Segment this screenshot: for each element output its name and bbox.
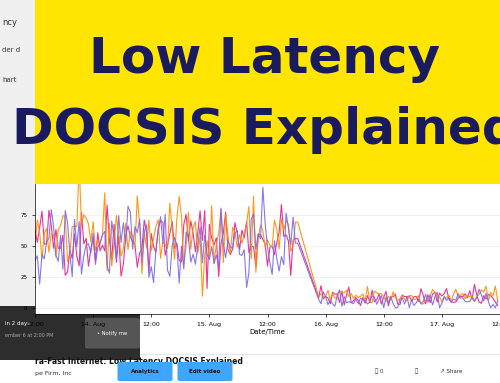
Text: • Notify me: • Notify me [98,331,128,336]
Text: ↗ Share: ↗ Share [440,369,462,374]
FancyBboxPatch shape [118,362,172,381]
FancyBboxPatch shape [178,362,233,381]
Text: Analytics: Analytics [130,369,160,374]
Text: Edit video: Edit video [190,369,220,374]
Text: ncy: ncy [2,18,18,28]
FancyBboxPatch shape [85,318,140,349]
FancyBboxPatch shape [35,0,500,184]
Text: ra-Fast Internet: Low Latency DOCSIS Explained: ra-Fast Internet: Low Latency DOCSIS Exp… [35,357,243,367]
Text: Low Latency: Low Latency [90,35,440,83]
X-axis label: Date/Time: Date/Time [250,329,286,336]
Text: ember 6 at 2:00 PM: ember 6 at 2:00 PM [5,332,54,338]
Text: hart: hart [2,77,17,83]
FancyBboxPatch shape [0,306,140,360]
Text: pe Firm, Inc: pe Firm, Inc [35,371,72,376]
Text: der d: der d [2,47,21,53]
Text: in 2 days: in 2 days [5,321,30,326]
FancyBboxPatch shape [0,306,500,383]
Text: DOCSIS Explained: DOCSIS Explained [12,106,500,154]
Text: 👎: 👎 [415,369,418,374]
Text: 👍 0: 👍 0 [375,369,384,374]
